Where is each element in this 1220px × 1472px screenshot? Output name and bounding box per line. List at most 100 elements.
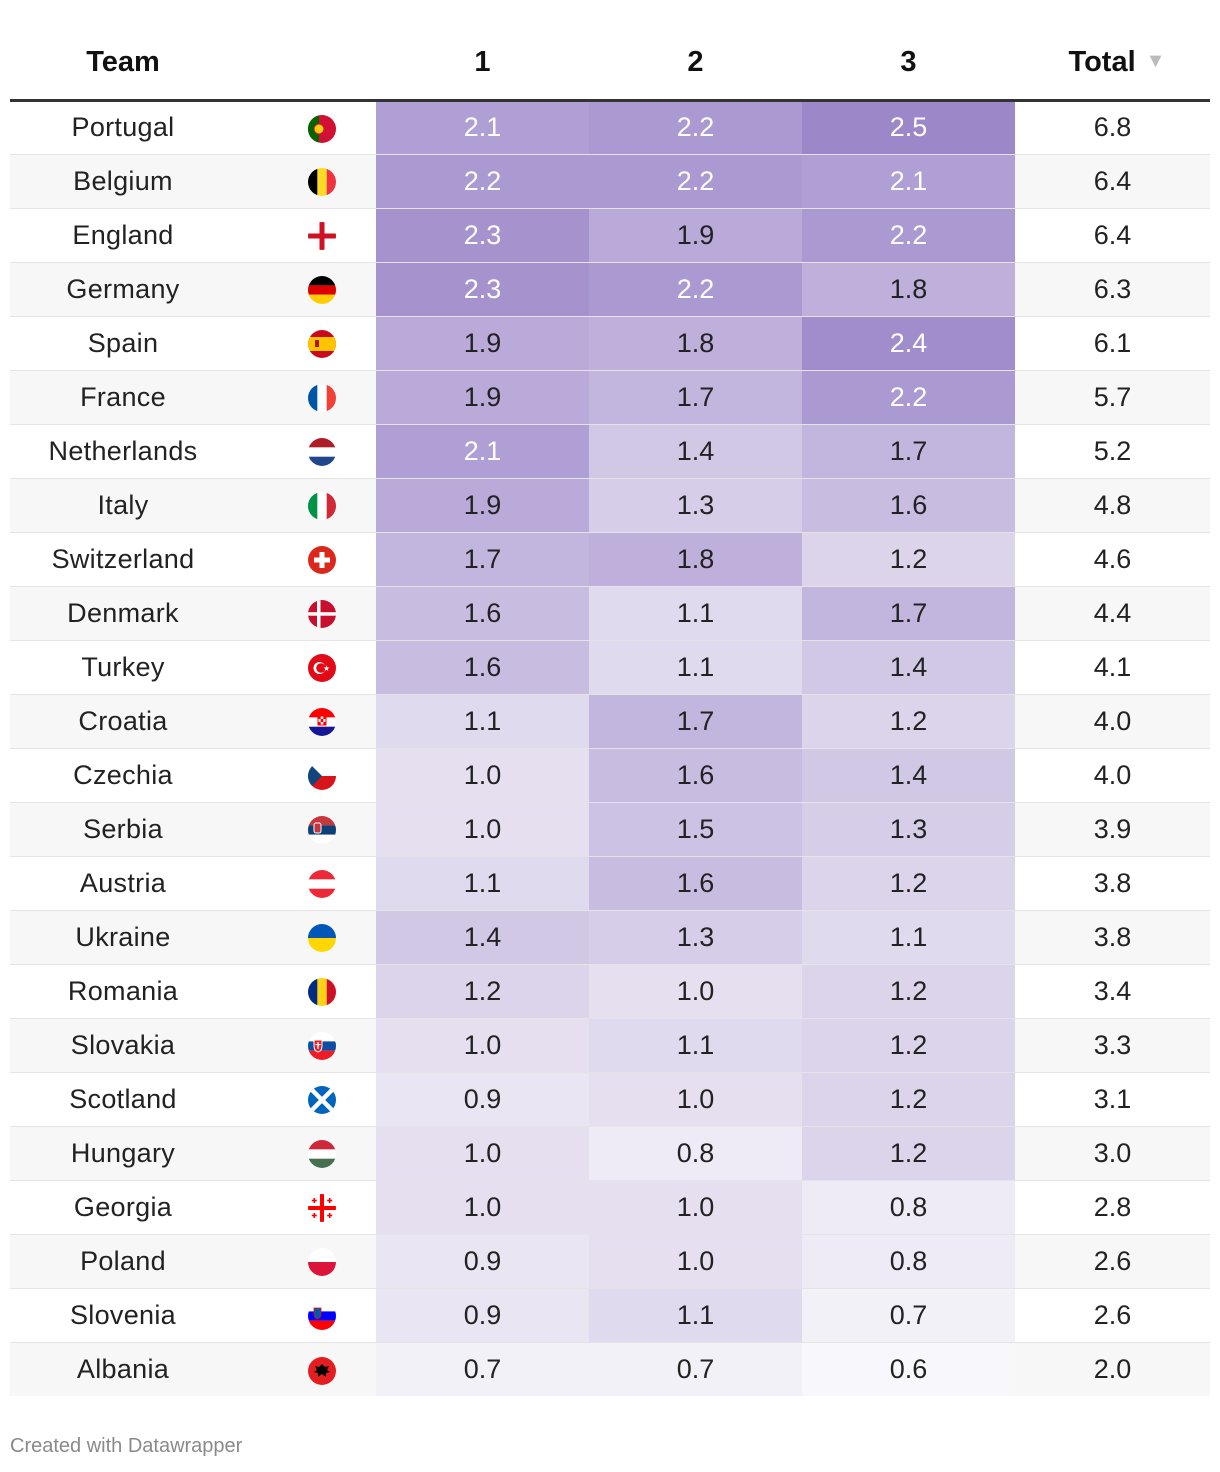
value-cell-col-3: 1.2 bbox=[802, 1018, 1015, 1073]
value-cell-col-3: 1.4 bbox=[802, 640, 1015, 695]
table-row: Poland 0.9 1.0 0.8 2.6 bbox=[10, 1234, 1210, 1289]
team-name-cell: Hungary bbox=[10, 1126, 236, 1181]
team-name-cell: England bbox=[10, 208, 236, 263]
value-cell-col-1: 1.9 bbox=[376, 478, 589, 533]
total-cell: 4.0 bbox=[1015, 694, 1210, 749]
value-cell-col-3: 2.4 bbox=[802, 316, 1015, 371]
table-row: Belgium 2.2 2.2 2.1 6.4 bbox=[10, 154, 1210, 209]
sort-desc-icon[interactable]: ▼ bbox=[1145, 50, 1166, 73]
romania-flag-icon bbox=[308, 978, 336, 1007]
czechia-flag-icon bbox=[308, 762, 336, 791]
total-cell: 4.8 bbox=[1015, 478, 1210, 533]
team-name-cell: Netherlands bbox=[10, 424, 236, 479]
value-cell-col-1: 1.0 bbox=[376, 748, 589, 803]
netherlands-flag-icon bbox=[308, 438, 336, 467]
team-name-cell: Serbia bbox=[10, 802, 236, 857]
team-name-cell: Portugal bbox=[10, 100, 236, 155]
team-name-cell: Turkey bbox=[10, 640, 236, 695]
flag-cell bbox=[236, 802, 376, 857]
table-row: Austria 1.1 1.6 1.2 3.8 bbox=[10, 856, 1210, 911]
table-row: Romania 1.2 1.0 1.2 3.4 bbox=[10, 964, 1210, 1019]
value-cell-col-2: 1.0 bbox=[589, 1234, 802, 1289]
flag-cell bbox=[236, 1288, 376, 1343]
total-cell: 4.0 bbox=[1015, 748, 1210, 803]
header-team[interactable]: Team bbox=[10, 0, 236, 102]
header-col-2[interactable]: 2 bbox=[589, 0, 802, 102]
total-cell: 6.8 bbox=[1015, 100, 1210, 155]
value-cell-col-1: 2.3 bbox=[376, 208, 589, 263]
value-cell-col-1: 0.9 bbox=[376, 1072, 589, 1127]
denmark-flag-icon bbox=[308, 600, 336, 629]
value-cell-col-1: 0.9 bbox=[376, 1234, 589, 1289]
turkey-flag-icon bbox=[308, 654, 336, 683]
value-cell-col-3: 2.2 bbox=[802, 208, 1015, 263]
team-name-cell: Czechia bbox=[10, 748, 236, 803]
team-name-cell: Albania bbox=[10, 1342, 236, 1396]
flag-cell bbox=[236, 586, 376, 641]
table-row: Slovakia 1.0 1.1 1.2 3.3 bbox=[10, 1018, 1210, 1073]
value-cell-col-3: 1.7 bbox=[802, 424, 1015, 479]
table-row: England 2.3 1.9 2.2 6.4 bbox=[10, 208, 1210, 263]
flag-cell bbox=[236, 100, 376, 155]
value-cell-col-2: 1.6 bbox=[589, 856, 802, 911]
value-cell-col-1: 1.6 bbox=[376, 640, 589, 695]
value-cell-col-2: 0.8 bbox=[589, 1126, 802, 1181]
team-name-cell: Ukraine bbox=[10, 910, 236, 965]
header-col-3[interactable]: 3 bbox=[802, 0, 1015, 102]
flag-cell bbox=[236, 964, 376, 1019]
value-cell-col-1: 1.0 bbox=[376, 1126, 589, 1181]
total-cell: 6.4 bbox=[1015, 208, 1210, 263]
value-cell-col-3: 1.7 bbox=[802, 586, 1015, 641]
value-cell-col-1: 2.1 bbox=[376, 100, 589, 155]
team-name-cell: Germany bbox=[10, 262, 236, 317]
value-cell-col-2: 1.0 bbox=[589, 1072, 802, 1127]
value-cell-col-2: 1.1 bbox=[589, 1018, 802, 1073]
value-cell-col-2: 2.2 bbox=[589, 154, 802, 209]
value-cell-col-3: 1.2 bbox=[802, 1072, 1015, 1127]
scotland-flag-icon bbox=[308, 1086, 336, 1115]
table-row: Portugal 2.1 2.2 2.5 6.8 bbox=[10, 100, 1210, 155]
france-flag-icon bbox=[308, 384, 336, 413]
flag-cell bbox=[236, 640, 376, 695]
flag-cell bbox=[236, 1126, 376, 1181]
header-total[interactable]: Total ▼ bbox=[1015, 0, 1210, 102]
georgia-flag-icon bbox=[308, 1194, 336, 1223]
table-row: Serbia 1.0 1.5 1.3 3.9 bbox=[10, 802, 1210, 857]
hungary-flag-icon bbox=[308, 1140, 336, 1169]
value-cell-col-3: 2.2 bbox=[802, 370, 1015, 425]
team-name-cell: Slovenia bbox=[10, 1288, 236, 1343]
team-name-cell: France bbox=[10, 370, 236, 425]
table-row: Ukraine 1.4 1.3 1.1 3.8 bbox=[10, 910, 1210, 965]
total-cell: 2.8 bbox=[1015, 1180, 1210, 1235]
flag-cell bbox=[236, 154, 376, 209]
table-row: Hungary 1.0 0.8 1.2 3.0 bbox=[10, 1126, 1210, 1181]
header-row: Team 1 2 3 Total ▼ bbox=[10, 0, 1210, 102]
value-cell-col-3: 1.2 bbox=[802, 694, 1015, 749]
header-col-1[interactable]: 1 bbox=[376, 0, 589, 102]
team-name-cell: Croatia bbox=[10, 694, 236, 749]
value-cell-col-1: 2.3 bbox=[376, 262, 589, 317]
value-cell-col-3: 2.1 bbox=[802, 154, 1015, 209]
table-row: Georgia 1.0 1.0 0.8 2.8 bbox=[10, 1180, 1210, 1235]
table-row: Turkey 1.6 1.1 1.4 4.1 bbox=[10, 640, 1210, 695]
value-cell-col-2: 1.6 bbox=[589, 748, 802, 803]
flag-cell bbox=[236, 208, 376, 263]
value-cell-col-3: 1.3 bbox=[802, 802, 1015, 857]
scoring-table: Team 1 2 3 Total ▼ Portugal 2.1 2.2 2.5 6.8 Be… bbox=[10, 0, 1210, 1396]
total-cell: 3.3 bbox=[1015, 1018, 1210, 1073]
flag-cell bbox=[236, 370, 376, 425]
england-flag-icon bbox=[308, 222, 336, 251]
germany-flag-icon bbox=[308, 276, 336, 305]
footer-credit[interactable]: Created with Datawrapper bbox=[10, 1435, 243, 1457]
total-cell: 3.4 bbox=[1015, 964, 1210, 1019]
team-name-cell: Italy bbox=[10, 478, 236, 533]
table-row: Germany 2.3 2.2 1.8 6.3 bbox=[10, 262, 1210, 317]
value-cell-col-1: 1.9 bbox=[376, 316, 589, 371]
slovenia-flag-icon bbox=[308, 1302, 336, 1331]
slovakia-flag-icon bbox=[308, 1032, 336, 1061]
value-cell-col-3: 1.6 bbox=[802, 478, 1015, 533]
data-table-container: Team 1 2 3 Total ▼ Portugal 2.1 2.2 2.5 6.8 Be… bbox=[10, 0, 1210, 1396]
flag-cell bbox=[236, 424, 376, 479]
value-cell-col-2: 1.8 bbox=[589, 316, 802, 371]
value-cell-col-1: 2.1 bbox=[376, 424, 589, 479]
